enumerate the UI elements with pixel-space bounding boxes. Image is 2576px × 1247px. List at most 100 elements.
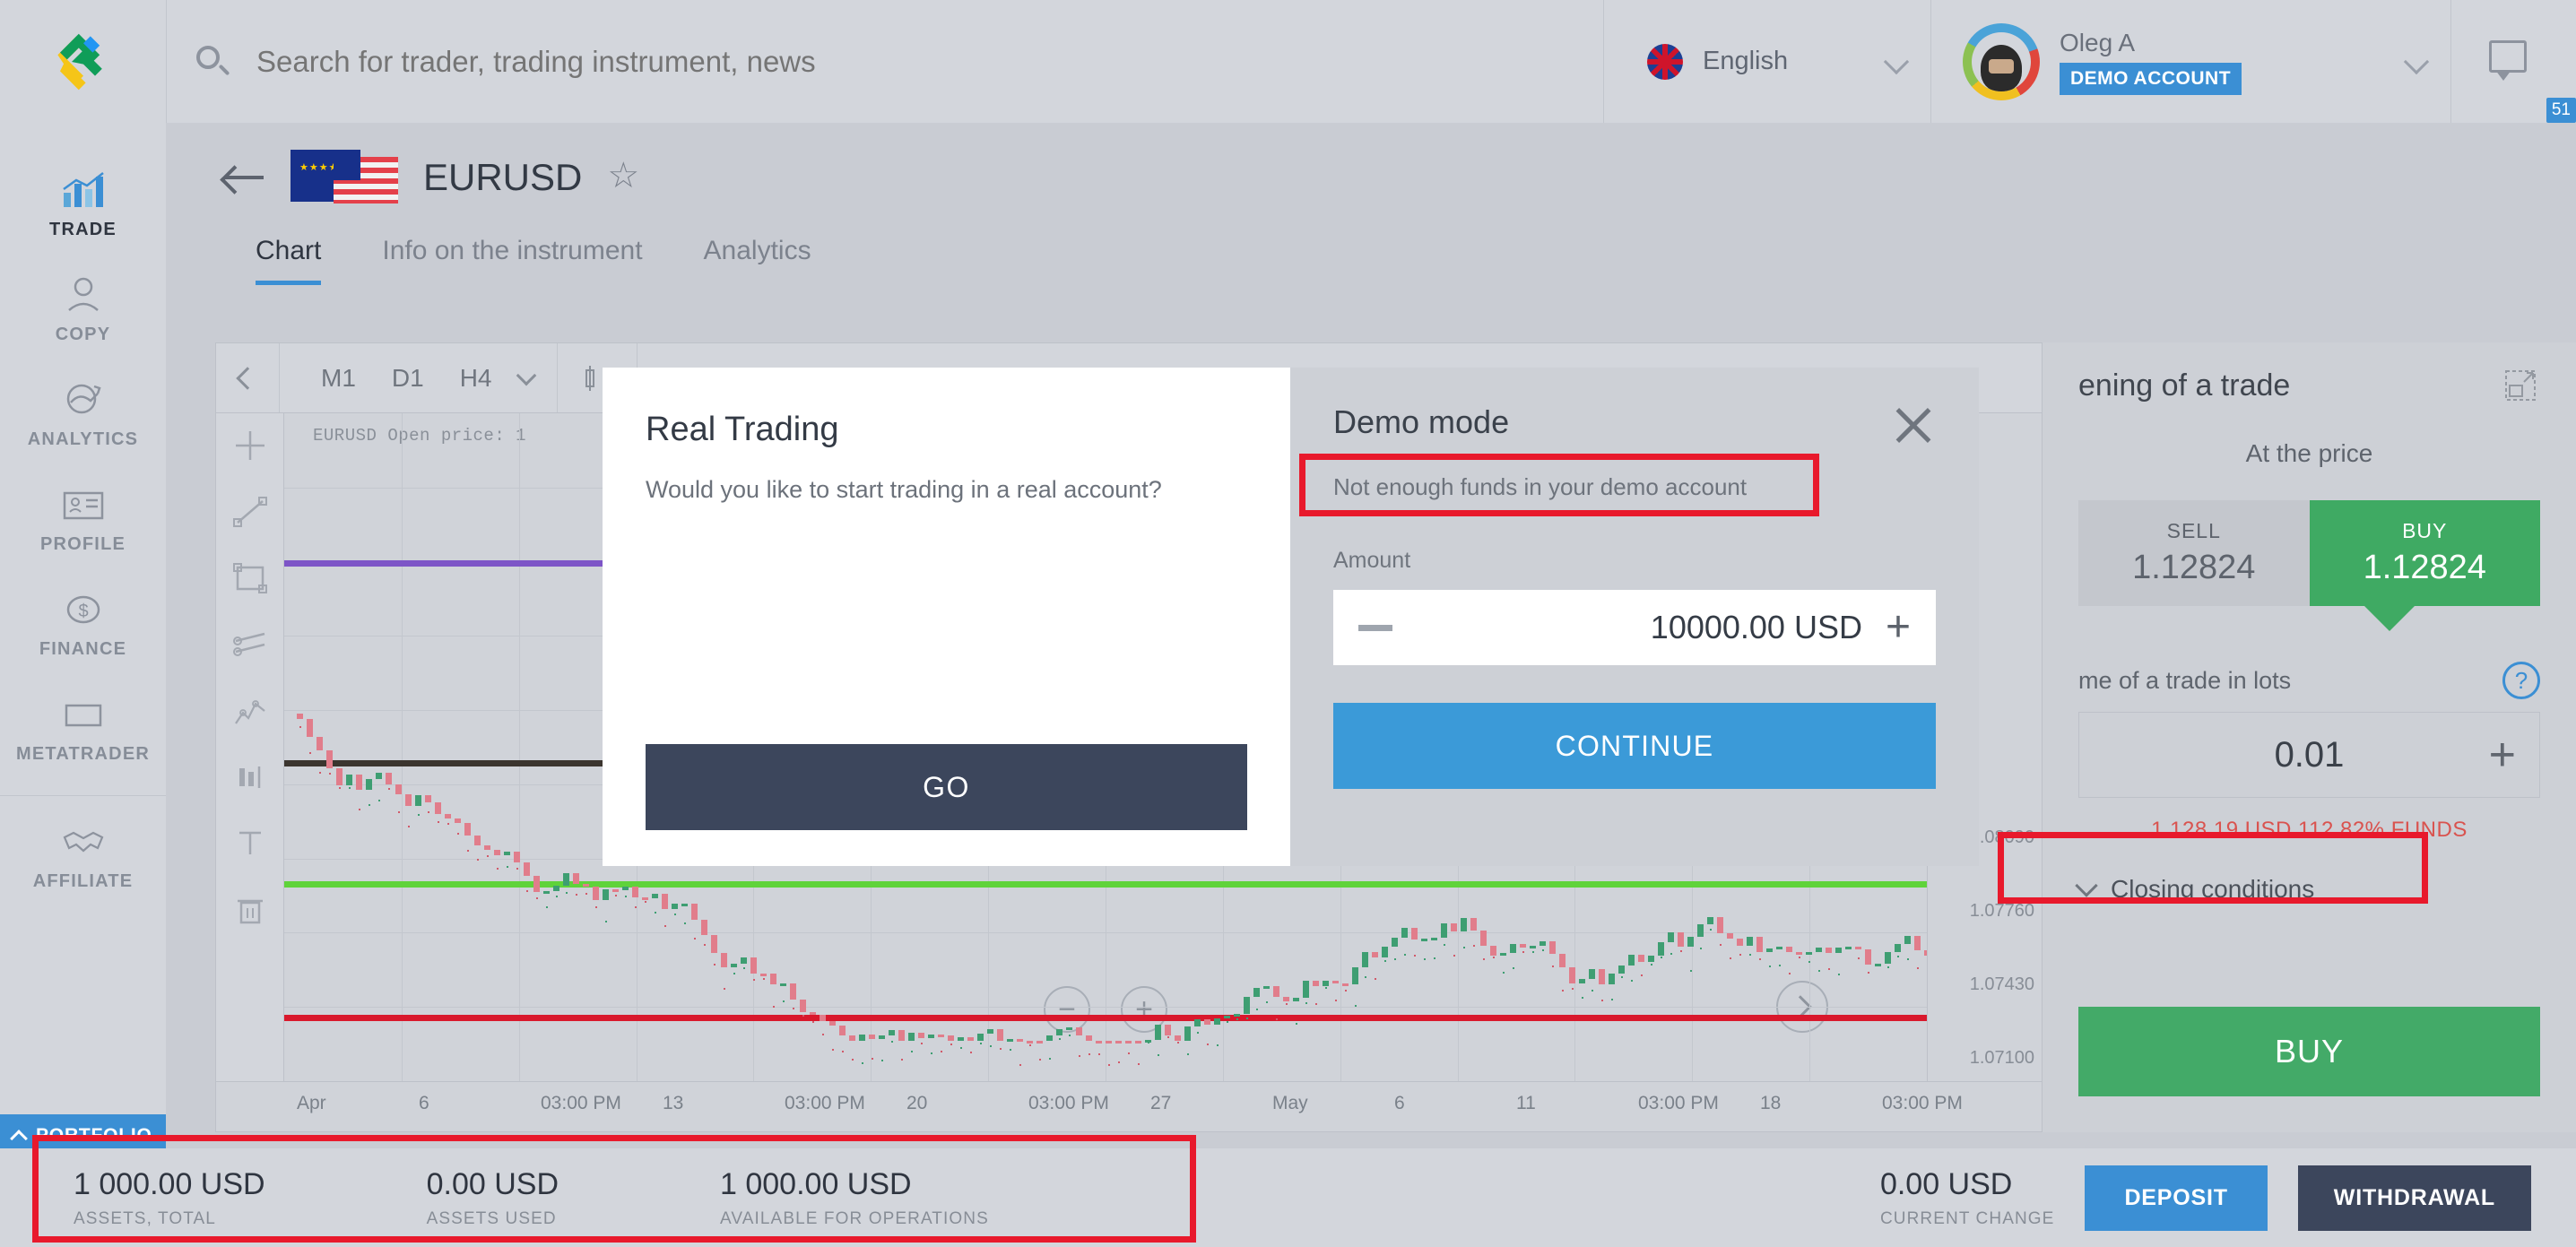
candle-wick xyxy=(516,867,518,870)
tab-info[interactable]: Info on the instrument xyxy=(382,236,643,265)
candle-body xyxy=(326,750,333,768)
search-bar[interactable] xyxy=(166,0,1603,123)
candle-wick xyxy=(1108,1064,1110,1067)
chart-collapse-button[interactable] xyxy=(216,343,280,412)
account-menu[interactable]: Oleg A DEMO ACCOUNT xyxy=(1930,0,2450,123)
tab-chart[interactable]: Chart xyxy=(256,236,322,285)
candle-body xyxy=(1332,981,1339,984)
bars-pattern-icon[interactable] xyxy=(230,758,270,797)
tab-analytics[interactable]: Analytics xyxy=(703,236,811,265)
language-selector[interactable]: English xyxy=(1603,0,1930,123)
continue-button[interactable]: CONTINUE xyxy=(1333,703,1936,789)
search-input[interactable] xyxy=(256,44,1525,79)
timeframe-m1[interactable]: M1 xyxy=(321,363,356,392)
timeframe-h4[interactable]: H4 xyxy=(459,363,492,392)
messages-button[interactable]: 51 xyxy=(2450,0,2576,123)
candle-wick xyxy=(1000,1048,1002,1051)
balance-value: 1 000.00 USD xyxy=(74,1166,265,1201)
logo[interactable] xyxy=(0,0,166,123)
dollar-coin-icon: $ xyxy=(60,589,107,630)
sidebar-item-analytics[interactable]: ANALYTICS xyxy=(0,363,166,468)
trendline-icon[interactable] xyxy=(230,492,270,532)
buy-button[interactable]: BUY 1.12824 xyxy=(2309,500,2540,606)
sidebar-item-profile[interactable]: PROFILE xyxy=(0,468,166,573)
account-name: Oleg A xyxy=(2060,28,2136,56)
x-axis-tick: 18 xyxy=(1760,1093,1782,1113)
closing-conditions-toggle[interactable]: Closing conditions xyxy=(2075,874,2540,904)
chevron-down-icon[interactable] xyxy=(516,365,536,385)
back-arrow-icon[interactable] xyxy=(224,163,265,192)
candle-body xyxy=(484,844,490,851)
candle-wick xyxy=(556,895,558,897)
lots-value: 0.01 xyxy=(2274,734,2345,775)
candle-wick xyxy=(1138,1062,1140,1065)
plus-icon[interactable]: + xyxy=(1885,603,1911,651)
timeframe-d1[interactable]: D1 xyxy=(391,363,424,392)
trash-icon[interactable] xyxy=(230,890,270,930)
lots-stepper[interactable]: 0.01 + xyxy=(2078,712,2540,798)
sidebar-item-copy[interactable]: COPY xyxy=(0,258,166,363)
deposit-button[interactable]: DEPOSIT xyxy=(2085,1165,2268,1231)
chart-scroll-right-button[interactable] xyxy=(1776,981,1828,1033)
expand-icon[interactable] xyxy=(2501,366,2540,405)
real-trading-subtitle: Would you like to start trading in a rea… xyxy=(646,476,1162,503)
balance-group: 1 000.00 USD ASSETS, TOTAL 0.00 USD ASSE… xyxy=(0,1167,989,1229)
candle-wick xyxy=(1621,975,1623,978)
candle-body xyxy=(691,903,698,920)
rectangle-shape-icon[interactable] xyxy=(230,559,270,598)
candle-wick xyxy=(1227,1021,1228,1024)
parallel-channel-icon[interactable] xyxy=(230,625,270,664)
drawing-toolbar xyxy=(216,413,284,1081)
candle-wick xyxy=(408,825,410,827)
help-icon[interactable]: ? xyxy=(2502,662,2540,699)
candle-wick xyxy=(595,906,597,909)
candle-wick xyxy=(1434,957,1435,960)
sidebar-item-trade[interactable]: TRADE xyxy=(0,153,166,258)
candle-body xyxy=(948,1035,954,1042)
candle-wick xyxy=(1562,989,1564,992)
sidebar-item-metatrader[interactable]: METATRADER xyxy=(0,678,166,783)
fibonacci-icon[interactable] xyxy=(230,691,270,731)
crosshair-icon[interactable] xyxy=(230,426,270,465)
candle-body xyxy=(1865,948,1871,965)
candle-wick xyxy=(1049,1058,1051,1061)
balance-available: 1 000.00 USD AVAILABLE FOR OPERATIONS xyxy=(720,1167,989,1229)
amount-stepper[interactable]: 10000.00 USD + xyxy=(1333,590,1936,665)
candle-wick xyxy=(1128,1052,1130,1055)
x-axis-tick: 20 xyxy=(906,1093,928,1113)
sidebar-item-finance[interactable]: $ FINANCE xyxy=(0,573,166,678)
grid-line-vertical xyxy=(401,413,403,1081)
close-icon[interactable] xyxy=(1891,403,1936,448)
candle-wick xyxy=(1315,1003,1317,1006)
candle-body xyxy=(839,1026,846,1035)
minus-icon[interactable] xyxy=(1358,624,1392,631)
balance-assets-used: 0.00 USD ASSETS USED xyxy=(427,1167,559,1229)
x-axis-tick: 11 xyxy=(1516,1093,1536,1113)
sidebar-item-affiliate[interactable]: AFFILIATE xyxy=(0,795,166,910)
y-axis-tick: 1.07100 xyxy=(1969,1047,2034,1068)
buy-submit-button[interactable]: BUY xyxy=(2078,1007,2540,1096)
plus-icon[interactable]: + xyxy=(2488,729,2516,781)
candle-body xyxy=(1727,932,1733,939)
candle-wick xyxy=(1749,954,1751,957)
go-button[interactable]: GO xyxy=(646,744,1247,830)
text-tool-icon[interactable] xyxy=(230,824,270,863)
candle-body xyxy=(1480,930,1487,947)
candle-wick xyxy=(901,1059,903,1061)
candle-wick xyxy=(1582,997,1583,1000)
chevron-down-icon[interactable] xyxy=(1883,48,1910,74)
sell-button[interactable]: SELL 1.12824 xyxy=(2078,500,2310,606)
libertex-logo-icon xyxy=(56,33,102,90)
chevron-down-icon[interactable] xyxy=(2403,48,2430,74)
star-icon[interactable]: ☆ xyxy=(607,156,640,195)
withdrawal-button[interactable]: WITHDRAWAL xyxy=(2297,1165,2531,1231)
candle-body xyxy=(425,794,431,802)
candle-body xyxy=(1194,1018,1201,1027)
timeframe-selector[interactable]: M1 D1 H4 xyxy=(280,343,558,412)
candle-wick xyxy=(1661,956,1662,958)
avatar xyxy=(1963,22,2040,100)
candle-body xyxy=(800,1000,806,1013)
candle-wick xyxy=(1493,956,1495,958)
candle-wick xyxy=(1552,966,1554,968)
zoom-out-button[interactable]: − xyxy=(1044,986,1090,1033)
